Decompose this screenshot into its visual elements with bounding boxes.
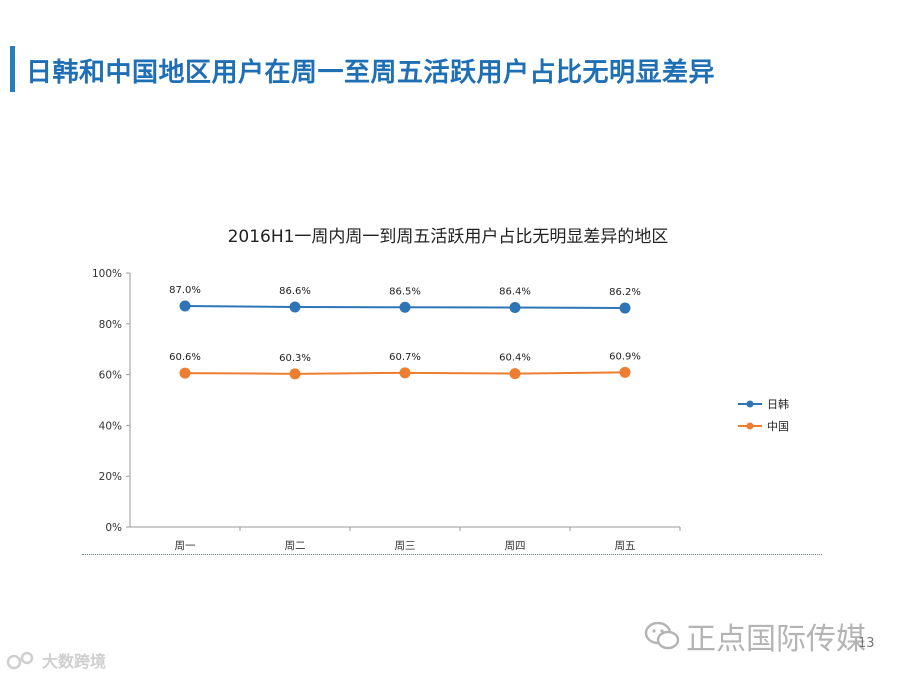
data-point <box>289 368 301 380</box>
series-2: 60.6% 60.3% 60.7% 60.4% 60.9% <box>169 351 641 380</box>
legend-label: 中国 <box>767 420 789 433</box>
data-point <box>509 368 521 380</box>
data-point <box>289 301 301 313</box>
y-tick-label: 100% <box>92 268 122 280</box>
series-1: 87.0% 86.6% 86.5% 86.4% 86.2% <box>169 285 641 314</box>
legend-item: 中国 <box>738 420 789 433</box>
y-tick-label: 0% <box>105 522 122 534</box>
data-label: 86.5% <box>389 286 421 297</box>
legend-label: 日韩 <box>767 397 789 411</box>
watermark-logo-icon <box>6 651 34 670</box>
data-point <box>509 302 521 314</box>
title-accent-bar <box>10 46 15 92</box>
x-tick-label: 周三 <box>395 540 416 552</box>
chart-axes: 0% 20% 40% 60% 80% 100% 周一 周二 周三 周四 周五 <box>92 268 681 552</box>
y-tick-label: 20% <box>99 471 122 483</box>
data-label: 86.4% <box>499 287 531 298</box>
page-title: 日韩和中国地区用户在周一至周五活跃用户占比无明显差异 <box>26 58 716 88</box>
data-label: 60.4% <box>499 353 531 364</box>
x-tick-label: 周五 <box>615 540 636 552</box>
wechat-icon <box>644 621 680 650</box>
data-label: 60.6% <box>169 352 201 363</box>
data-point <box>179 367 191 379</box>
legend-marker <box>746 400 754 408</box>
chart-title: 2016H1一周内周一到周五活跃用户占比无明显差异的地区 <box>228 227 669 247</box>
x-tick-label: 周一 <box>175 540 196 552</box>
chart-series: 87.0% 86.6% 86.5% 86.4% 86.2% 60.6% 60.3% 60.7%… <box>169 285 641 380</box>
watermark: 大数跨境 <box>6 648 106 672</box>
x-tick-label: 周四 <box>505 540 526 552</box>
data-point <box>179 300 191 312</box>
data-point <box>619 302 631 314</box>
page-number: 13 <box>858 636 875 651</box>
y-tick-label: 60% <box>99 370 122 382</box>
brand-name: 正点国际传媒 <box>686 622 866 657</box>
data-point <box>399 301 411 313</box>
y-tick-label: 80% <box>99 319 122 331</box>
legend-item: 日韩 <box>738 397 789 411</box>
divider-rule <box>82 554 822 555</box>
data-label: 60.7% <box>389 352 421 363</box>
data-label: 60.9% <box>609 351 641 362</box>
x-tick-label: 周二 <box>285 540 306 552</box>
data-label: 86.6% <box>279 286 311 297</box>
y-tick-label: 40% <box>99 420 122 432</box>
data-label: 87.0% <box>169 285 201 296</box>
data-label: 86.2% <box>609 287 641 298</box>
watermark-text: 大数跨境 <box>42 652 107 671</box>
data-label: 60.3% <box>279 353 311 364</box>
brand-footer: 正点国际传媒 <box>644 614 866 658</box>
legend-marker <box>746 422 754 430</box>
data-point <box>619 366 631 378</box>
data-point <box>399 367 411 379</box>
